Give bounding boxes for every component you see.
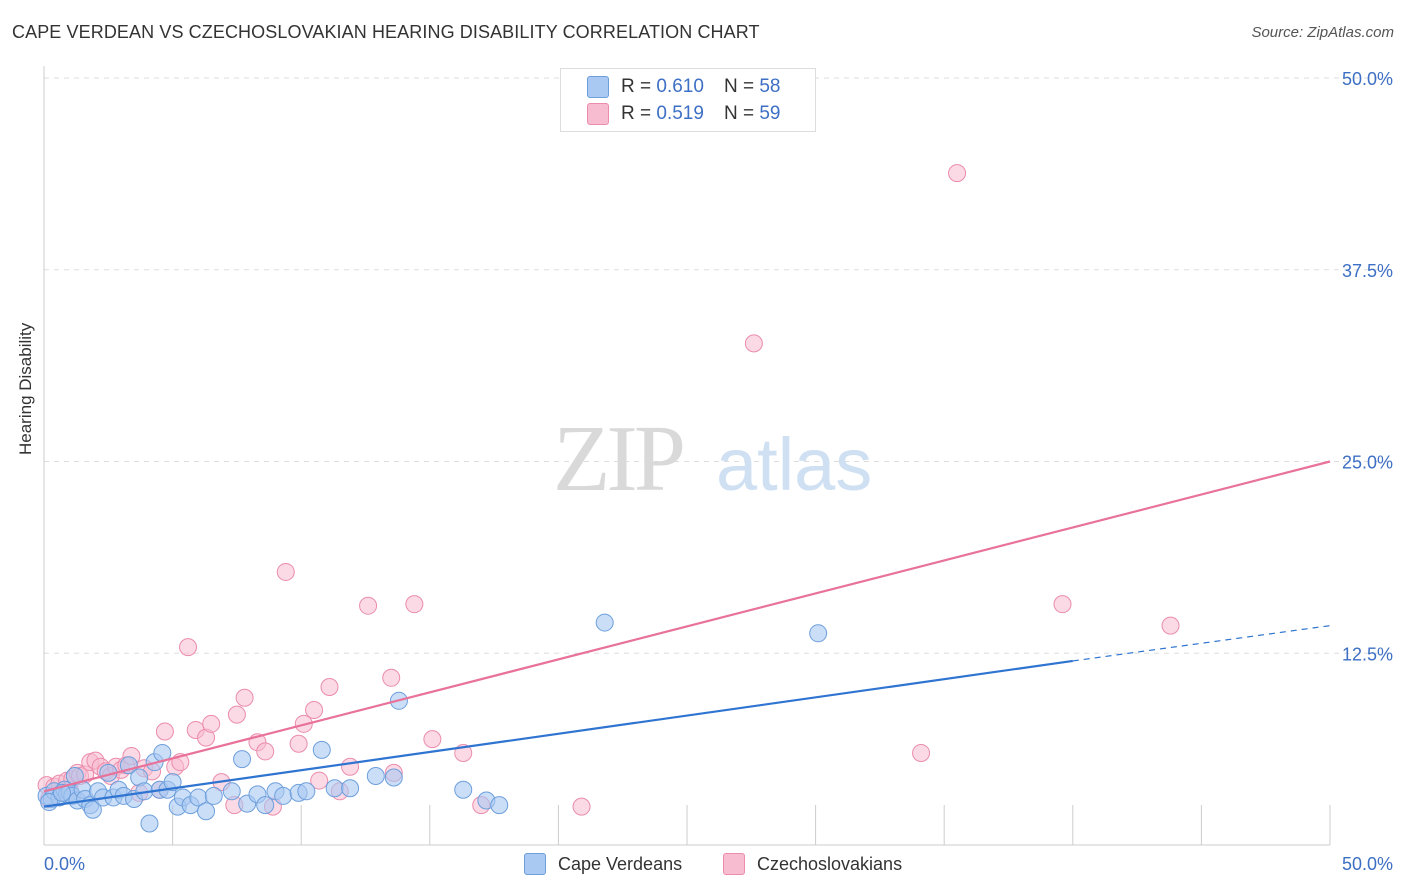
czechoslovakians-point: [1161, 616, 1180, 635]
cape-verdeans-point: [204, 786, 223, 805]
legend-r-value: 0.610: [656, 76, 704, 97]
legend-row-czechoslovakians: R = 0.519 N = 59: [587, 102, 780, 126]
czechoslovakians-point: [572, 797, 591, 816]
cape-verdeans-point: [454, 780, 473, 799]
x-tick-label: 0.0%: [44, 854, 85, 874]
czechoslovakians-point: [310, 771, 329, 790]
czechoslovakians-point: [179, 638, 198, 657]
legend-n-value: 58: [759, 76, 781, 97]
czechoslovakians-point: [227, 705, 246, 724]
cape-verdeans-point: [163, 773, 182, 792]
bottom-legend-label: Cape Verdeans: [558, 853, 683, 874]
czechoslovakians-point: [341, 757, 360, 776]
czechoslovakians-point: [202, 714, 221, 733]
cape-verdeans-point: [384, 768, 403, 787]
legend-r-label: R =: [621, 76, 652, 97]
bottom-legend-cape-verdeans: Cape Verdeans: [524, 852, 682, 876]
watermark: ZIP atlas: [553, 407, 872, 511]
czechoslovakians-point: [305, 701, 324, 720]
y-tick-label: 25.0%: [1342, 453, 1393, 473]
legend-n-label: N =: [723, 103, 755, 124]
czechoslovakians-point: [359, 596, 378, 615]
czechoslovakians-point: [256, 742, 275, 761]
cape-verdeans-point: [325, 779, 344, 798]
y-axis-label: Hearing Disability: [16, 322, 35, 455]
cape-verdeans-point: [197, 802, 216, 821]
cape-verdeans-trendline: [43, 659, 1073, 808]
trend-layer: [43, 460, 1331, 808]
czechoslovakians-point: [276, 562, 295, 581]
watermark-atlas: atlas: [716, 423, 872, 506]
watermark-zip: ZIP: [553, 407, 683, 511]
cape-verdeans-point: [297, 782, 316, 801]
y-tick-label: 12.5%: [1342, 644, 1393, 664]
chart-title: CAPE VERDEAN VS CZECHOSLOVAKIAN HEARING …: [12, 22, 760, 42]
cape-verdeans-point: [140, 814, 159, 833]
czechoslovakians-point: [235, 688, 254, 707]
x-tick-label: 50.0%: [1342, 854, 1393, 874]
czechoslovakians-point: [948, 164, 967, 183]
source-label: Source: ZipAtlas.com: [1251, 24, 1394, 41]
czechoslovakians-point: [405, 595, 424, 614]
bottom-legend-swatch-blue: [524, 853, 546, 875]
czechoslovakians-point: [423, 730, 442, 749]
czechoslovakians-point: [382, 668, 401, 687]
czechoslovakians-point: [155, 722, 174, 741]
cape-verdeans-points: [37, 613, 828, 833]
cape-verdeans-point: [490, 796, 509, 815]
cape-verdeans-point: [83, 800, 102, 819]
y-tick-label: 37.5%: [1342, 261, 1393, 281]
y-tick-label: 50.0%: [1342, 69, 1393, 89]
legend-n-label: N =: [723, 76, 755, 97]
czechoslovakians-point: [912, 743, 931, 762]
cape-verdeans-point: [366, 766, 385, 785]
czechoslovakians-point: [320, 677, 339, 696]
bottom-legend-label: Czechoslovakians: [757, 853, 903, 874]
legend: R = 0.610 N = 58 R = 0.519 N = 59: [560, 68, 816, 132]
legend-r-label: R =: [621, 103, 652, 124]
bottom-legend-czechoslovakians: Czechoslovakians: [723, 852, 902, 876]
cape-verdeans-trendline-extension: [1072, 625, 1331, 662]
czechoslovakians-point: [1053, 595, 1072, 614]
cape-verdeans-point: [312, 740, 331, 759]
legend-n-value: 59: [759, 103, 781, 124]
cape-verdeans-point: [233, 750, 252, 769]
bottom-legend-swatch-pink: [723, 853, 745, 875]
legend-row-cape-verdeans: R = 0.610 N = 58: [587, 75, 780, 99]
legend-r-value: 0.519: [656, 103, 704, 124]
grid-layer: [44, 77, 1394, 654]
czechoslovakians-point: [744, 334, 763, 353]
cape-verdeans-point: [341, 779, 360, 798]
axis-layer: [43, 66, 1331, 846]
tick-labels: 12.5% 25.0% 37.5% 50.0% 0.0% 50.0%: [44, 69, 1393, 874]
czechoslovakians-point: [289, 734, 308, 753]
legend-swatch-pink: [587, 103, 609, 125]
cape-verdeans-point: [274, 786, 293, 805]
cape-verdeans-point: [222, 782, 241, 801]
cape-verdeans-point: [809, 624, 828, 643]
czechoslovakians-trendline: [43, 460, 1331, 793]
legend-swatch-blue: [587, 76, 609, 98]
cape-verdeans-point: [595, 613, 614, 632]
cape-verdeans-point: [256, 796, 275, 815]
